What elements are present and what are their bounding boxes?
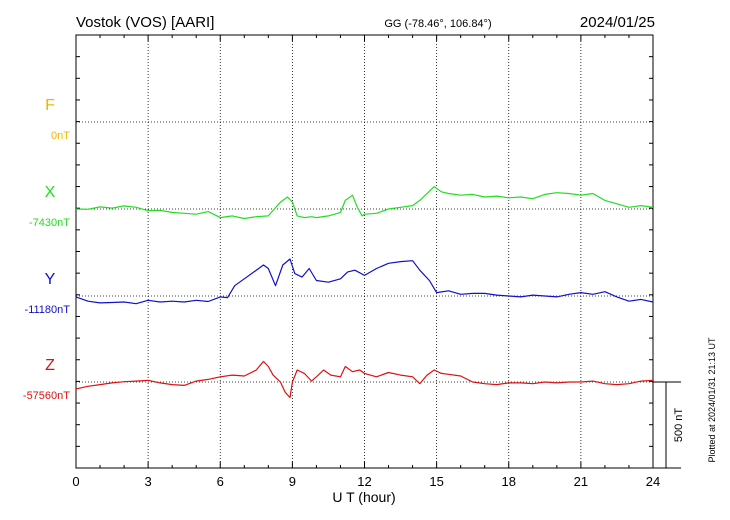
series-name-f: F (45, 97, 55, 114)
series-baseline-f: 0nT (51, 130, 70, 142)
series-line-z (75, 360, 654, 399)
x-tick-label-0: 0 (72, 474, 79, 489)
axis-ticks (75, 34, 654, 469)
scale-bar: 500 nT (653, 381, 685, 469)
x-tick-label-15: 15 (429, 474, 443, 489)
x-tick-labels: 0 3 6 9 12 15 18 21 24 (72, 474, 660, 489)
series-baseline-z: -57560nT (23, 390, 70, 402)
plotted-timestamp: Plotted at 2024/01/31 21:13 UT (707, 337, 717, 463)
x-tick-label-12: 12 (357, 474, 371, 489)
x-tick-label-18: 18 (502, 474, 516, 489)
chart-date: 2024/01/25 (580, 14, 655, 31)
series-labels: F 0nT X -7430nT Y -11180nT Z -57560nT (23, 97, 70, 402)
series-name-y: Y (45, 271, 56, 288)
x-tick-label-6: 6 (217, 474, 224, 489)
scale-bar-label: 500 nT (673, 408, 685, 443)
series-baseline-y: -11180nT (25, 304, 71, 316)
series-baseline-x: -7430nT (29, 217, 70, 229)
series-lines (75, 186, 654, 399)
station-coords: GG (-78.46°, 106.84°) (384, 18, 491, 30)
series-line-y (75, 258, 654, 305)
grid-lines (76, 35, 653, 468)
x-tick-label-9: 9 (289, 474, 296, 489)
series-name-z: Z (45, 357, 55, 374)
station-title: Vostok (VOS) [AARI] (76, 14, 214, 31)
series-line-x (75, 186, 654, 220)
x-tick-label-24: 24 (646, 474, 660, 489)
series-name-x: X (45, 184, 56, 201)
x-tick-label-21: 21 (574, 474, 588, 489)
x-axis-label: U T (hour) (332, 489, 395, 505)
x-tick-label-3: 3 (145, 474, 152, 489)
